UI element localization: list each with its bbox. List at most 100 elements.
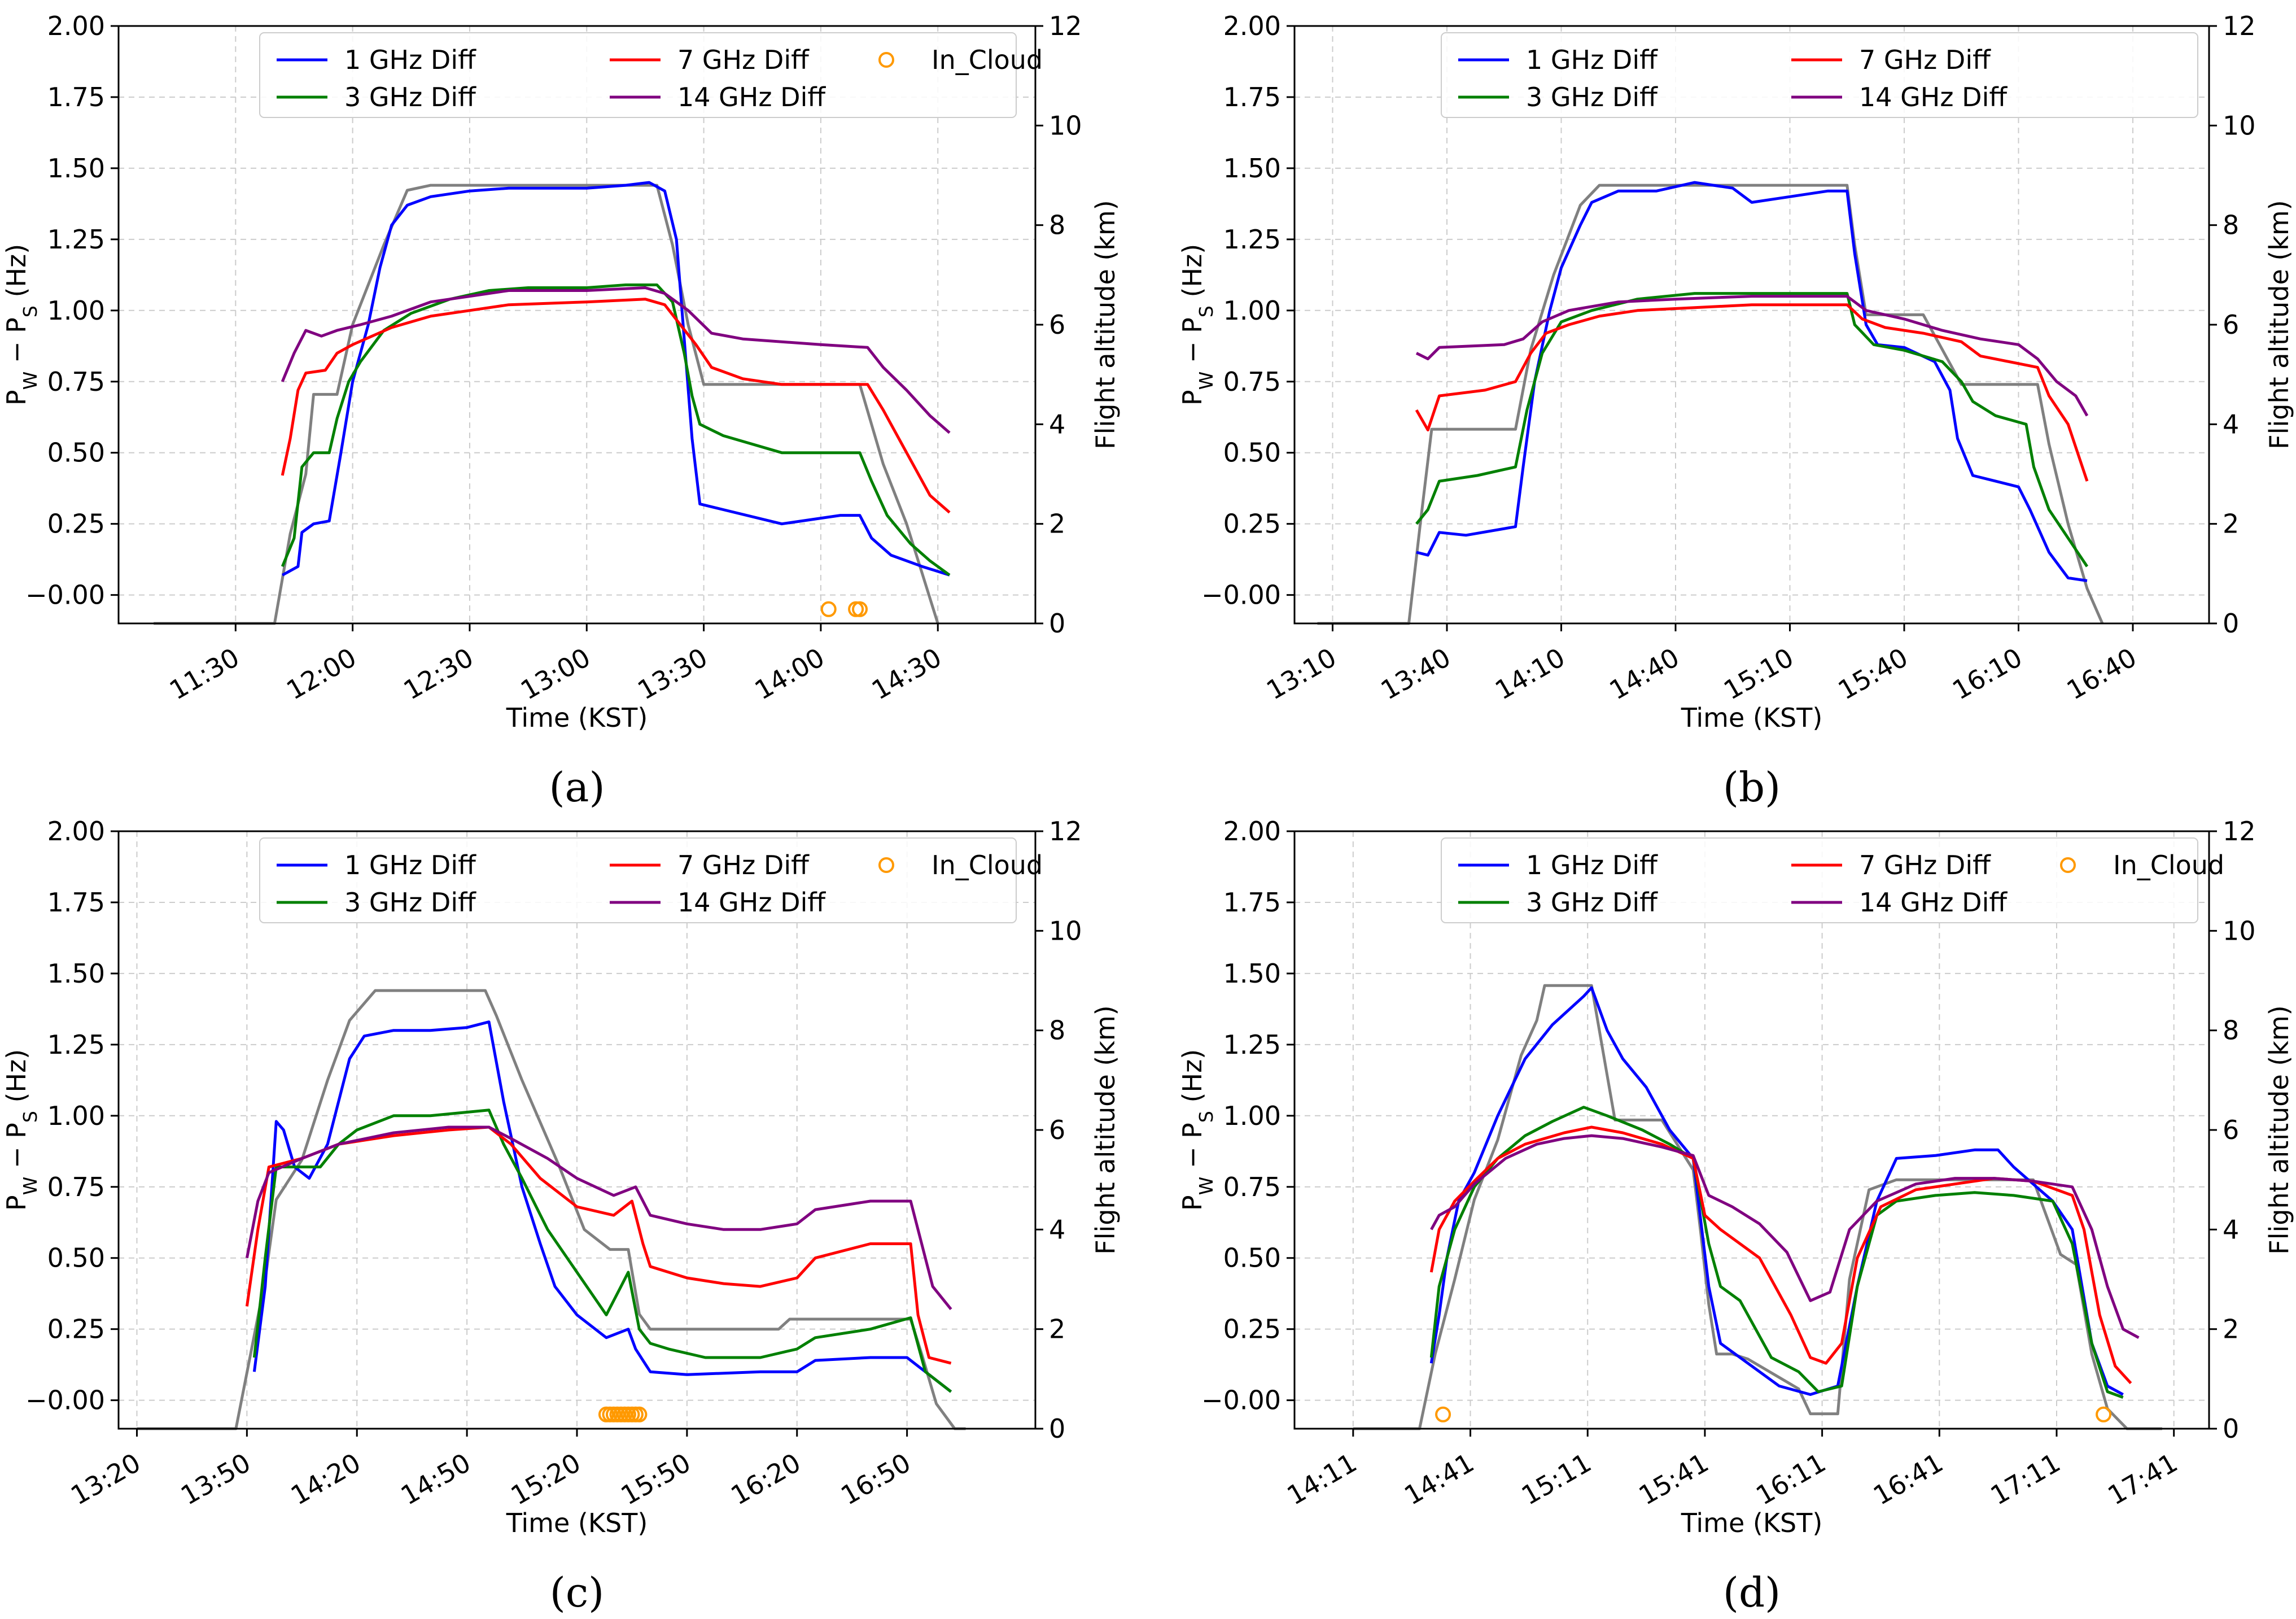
legend-label: 3 GHz Diff	[344, 887, 476, 918]
series-3-ghz-diff	[281, 283, 951, 577]
xtick-label: 14:10	[1490, 642, 1570, 706]
ytick-label-left: 0.75	[47, 366, 105, 397]
series-1-ghz-diff	[1429, 986, 2124, 1396]
ytick-label-left: 2.00	[47, 11, 105, 41]
series-14-ghz-diff	[1415, 295, 2089, 417]
ytick-label-left: 0.75	[1223, 366, 1281, 397]
ytick-label-right: 12	[2223, 816, 2256, 846]
ytick-label-left: 0.75	[1223, 1172, 1281, 1202]
ytick-label-left: 1.00	[1223, 295, 1281, 326]
in-cloud-marker	[2096, 1406, 2112, 1422]
ytick-label-right: 8	[2223, 1015, 2239, 1046]
ytick-label-left: 1.75	[1223, 82, 1281, 112]
ytick-label-right: 6	[2223, 1115, 2239, 1145]
ytick-label-left: 1.75	[47, 887, 105, 918]
y-axis-label-right: Flight altitude (km)	[1090, 200, 1121, 449]
legend-label: 3 GHz Diff	[1526, 82, 1658, 112]
ytick-label-left: 0.50	[1223, 438, 1281, 468]
in-cloud-marker	[1435, 1406, 1451, 1422]
xtick-label: 14:20	[286, 1447, 366, 1511]
ytick-label-right: 4	[1049, 409, 1065, 439]
ytick-label-left: 1.50	[47, 958, 105, 989]
ytick-label-left: 0.25	[47, 1314, 105, 1345]
ytick-label-right: 0	[1049, 608, 1065, 639]
ytick-label-left: 1.00	[47, 295, 105, 326]
ytick-label-left: −0.00	[25, 580, 105, 610]
ytick-label-right: 6	[1049, 309, 1065, 340]
panel-b: −0.00 0.25 0.50 0.75 1.00 1.25 1.50 1.75 2.00 0 2 4…	[1177, 11, 2294, 811]
xtick-label: 17:11	[1986, 1447, 2066, 1511]
legend-label: 1 GHz Diff	[344, 45, 476, 75]
ytick-label-left: 2.00	[1223, 816, 1281, 846]
series-flight-altitude	[1353, 984, 2162, 1430]
legend-label: 1 GHz Diff	[1526, 850, 1658, 880]
legend-marker-in-cloud	[878, 857, 894, 873]
xtick-label: 16:50	[836, 1447, 916, 1511]
xtick-label: 13:00	[515, 642, 596, 706]
ytick-label-left: 0.25	[1223, 1314, 1281, 1345]
xtick-label: 12:00	[281, 642, 361, 706]
ytick-label-left: 0.75	[47, 1172, 105, 1202]
series-7-ghz-diff	[245, 1125, 952, 1365]
panel-label: (c)	[550, 1569, 605, 1616]
xtick-label: 15:41	[1634, 1447, 1714, 1511]
series-14-ghz-diff	[1430, 1134, 2140, 1339]
ytick-label-right: 0	[1049, 1413, 1065, 1444]
series-14-ghz-diff	[245, 1125, 952, 1310]
xtick-label: 13:10	[1261, 642, 1341, 706]
panel-a: −0.00 0.25 0.50 0.75 1.00 1.25 1.50 1.75 2.00 0 2 4…	[1, 11, 1121, 811]
ytick-label-left: 1.25	[47, 1029, 105, 1060]
legend-label: 7 GHz Diff	[1859, 850, 1991, 880]
legend: 1 GHz Diff 3 GHz Diff 7 GHz Diff 14 GHz Dif…	[1441, 32, 2198, 118]
ytick-label-right: 0	[2223, 1413, 2239, 1444]
y-axis-label-left: PW − PS (Hz)	[1177, 244, 1217, 405]
ytick-label-left: 1.25	[1223, 1029, 1281, 1060]
xtick-label: 13:40	[1376, 642, 1456, 706]
series-7-ghz-diff	[1415, 303, 2089, 482]
ytick-label-left: 1.50	[1223, 958, 1281, 989]
xtick-label: 14:50	[396, 1447, 476, 1511]
legend-label: 7 GHz Diff	[1859, 45, 1991, 75]
series-7-ghz-diff	[281, 298, 951, 514]
xtick-label: 14:00	[750, 642, 830, 706]
ytick-label-left: 1.00	[1223, 1101, 1281, 1131]
legend: 1 GHz Diff 3 GHz Diff 7 GHz Diff 14 GHz Dif…	[259, 32, 1043, 118]
xtick-label: 15:40	[1833, 642, 1913, 706]
legend-label: 14 GHz Diff	[1859, 82, 2008, 112]
legend-marker-in-cloud	[2060, 857, 2076, 873]
y-axis-label-left: PW − PS (Hz)	[1, 1049, 41, 1211]
x-axis-label: Time (KST)	[1681, 702, 1823, 733]
legend-label: 1 GHz Diff	[344, 850, 476, 880]
y-axis-label-right: Flight altitude (km)	[2264, 200, 2294, 449]
ytick-label-right: 4	[2223, 409, 2239, 439]
ytick-label-right: 10	[1049, 915, 1082, 946]
legend-frame	[259, 32, 1017, 118]
y-axis-label-right: Flight altitude (km)	[1090, 1005, 1121, 1254]
xtick-label: 13:20	[65, 1447, 146, 1511]
panel-label: (d)	[1723, 1569, 1781, 1616]
series-3-ghz-diff	[252, 1109, 952, 1393]
legend-label: In_Cloud	[931, 850, 1043, 880]
legend-label: In_Cloud	[931, 45, 1043, 75]
panel-label: (b)	[1723, 763, 1781, 811]
xtick-label: 16:20	[725, 1447, 806, 1511]
ytick-label-left: 1.75	[47, 82, 105, 112]
y-axis-label-left: PW − PS (Hz)	[1, 244, 41, 405]
ytick-label-left: 1.50	[47, 153, 105, 184]
xtick-label: 15:50	[616, 1447, 696, 1511]
x-axis-label: Time (KST)	[506, 1508, 648, 1538]
ytick-label-right: 12	[2223, 11, 2256, 41]
ytick-label-right: 8	[2223, 210, 2239, 241]
in-cloud-marker	[820, 601, 837, 617]
series-1-ghz-diff	[281, 181, 950, 577]
legend-label: 3 GHz Diff	[1526, 887, 1658, 918]
legend-label: 14 GHz Diff	[677, 887, 826, 918]
ytick-label-left: 0.25	[47, 509, 105, 539]
ytick-label-right: 8	[1049, 1015, 1065, 1046]
ytick-label-right: 8	[1049, 210, 1065, 241]
ytick-label-right: 10	[1049, 110, 1082, 141]
ytick-label-left: 1.00	[47, 1101, 105, 1131]
x-axis-label: Time (KST)	[1681, 1508, 1823, 1538]
panel-d: −0.00 0.25 0.50 0.75 1.00 1.25 1.50 1.75 2.00 0 2 4…	[1177, 816, 2294, 1616]
